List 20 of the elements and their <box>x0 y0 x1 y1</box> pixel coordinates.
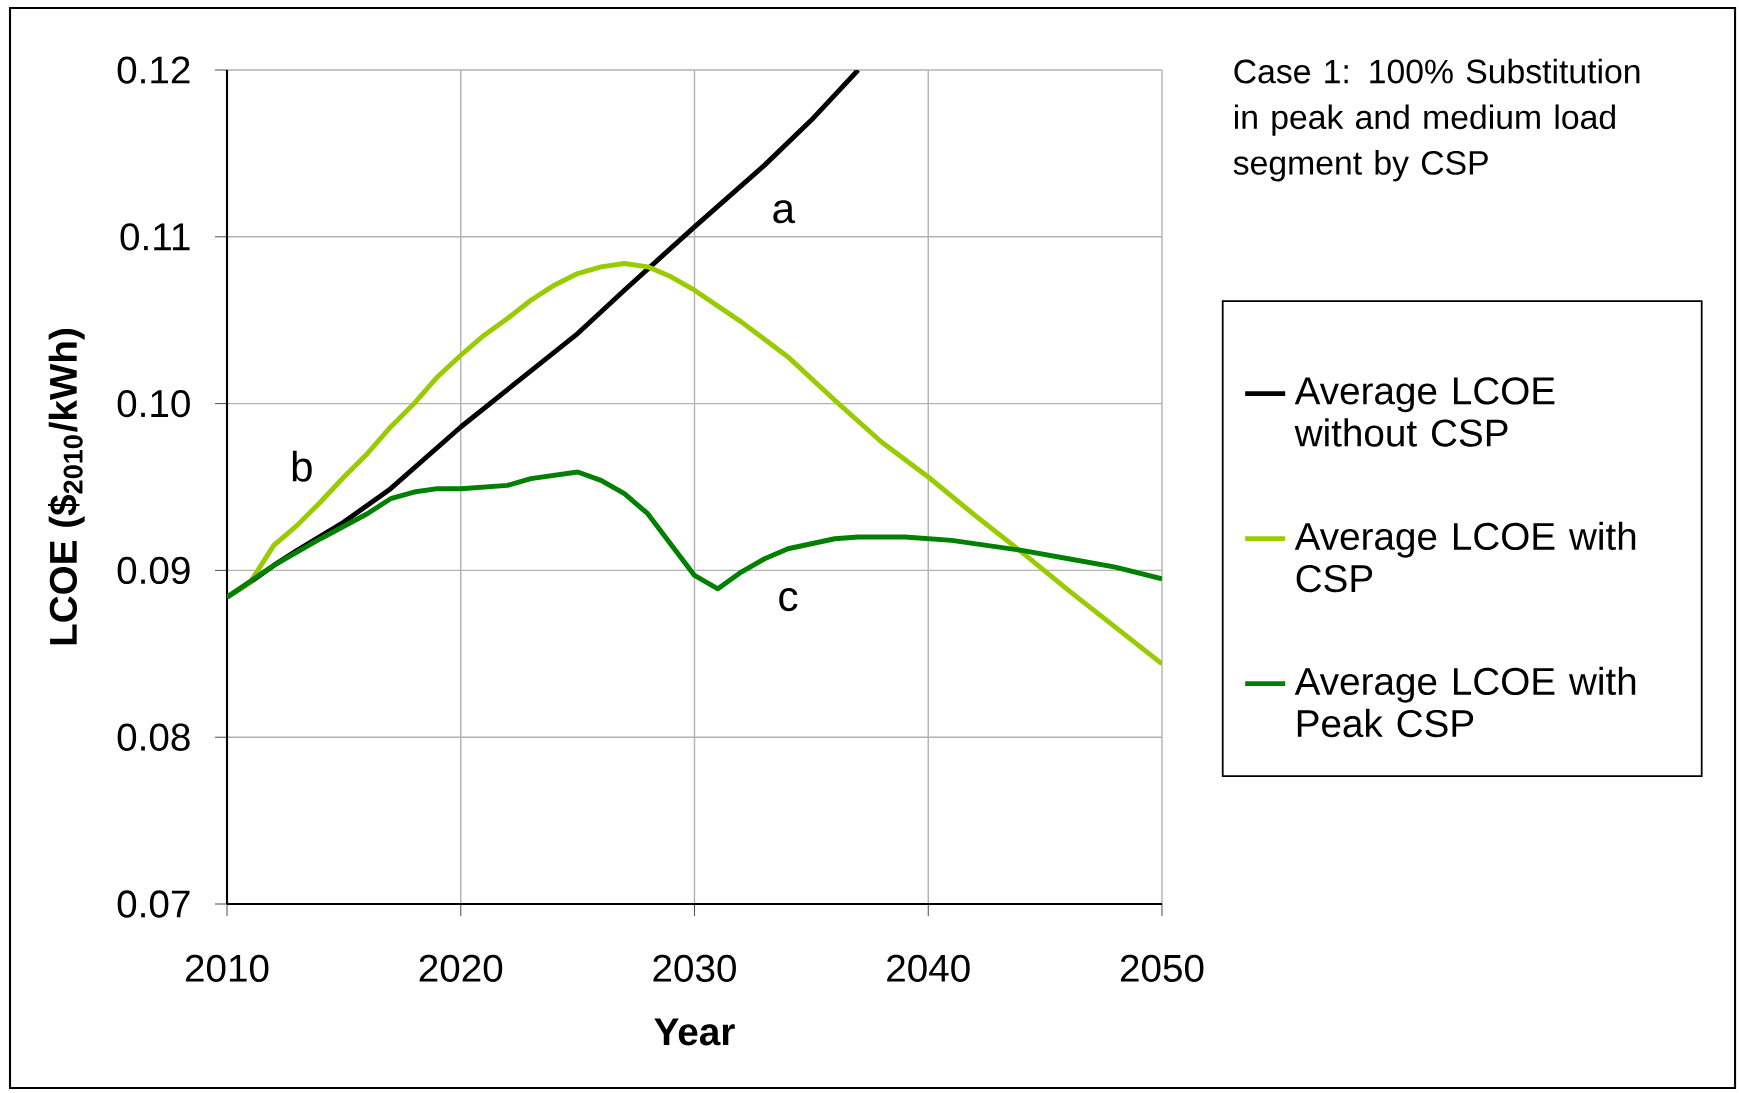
annotation: a <box>773 200 796 224</box>
y-tick-label: 0.08 <box>117 723 190 751</box>
y-tick-label: 0.12 <box>117 56 190 84</box>
x-tick-label: 2050 <box>1120 954 1204 982</box>
annotation: b <box>292 450 312 482</box>
y-axis-title: LCOE ($$_{2010}$/kWh) <box>48 329 85 645</box>
annotation: c <box>779 588 798 612</box>
y-tick-label: 0.11 <box>120 223 190 251</box>
y-tick-label: 0.09 <box>117 556 190 585</box>
y-tick-label: 0.10 <box>117 389 190 418</box>
x-axis-title: Year <box>654 1018 735 1046</box>
x-tick-label: 2040 <box>887 954 970 982</box>
legend-label: Average LCOE without CSP <box>1294 377 1555 447</box>
x-tick-label: 2030 <box>653 954 736 982</box>
x-tick-label: 2020 <box>419 954 503 982</box>
text: Case 1: 100% Substitution in peak and medium load segment by CSP <box>1233 58 1640 182</box>
legend-label: Average LCOE with Peak CSP <box>1294 666 1636 738</box>
legend-label: Average LCOE with CSP <box>1294 521 1636 593</box>
x-tick-label: 2010 <box>185 954 269 982</box>
y-tick-label: 0.07 <box>117 890 190 918</box>
